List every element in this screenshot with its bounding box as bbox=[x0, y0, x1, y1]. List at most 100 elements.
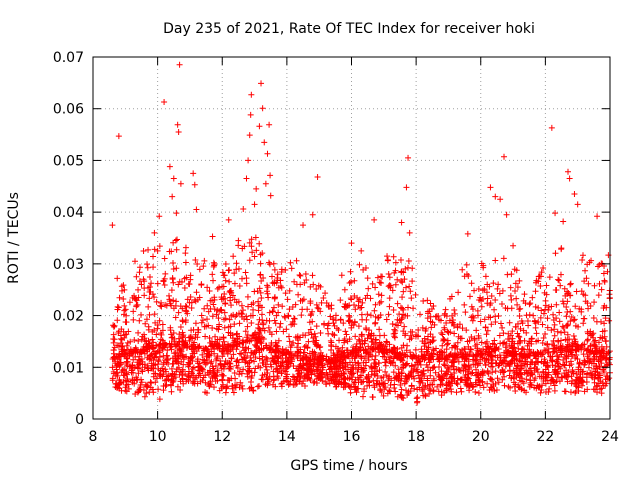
data-point bbox=[176, 346, 183, 353]
data-point bbox=[378, 298, 385, 305]
data-point bbox=[485, 314, 492, 321]
data-point bbox=[236, 350, 243, 357]
data-point bbox=[604, 268, 611, 275]
data-point bbox=[138, 376, 145, 383]
data-point bbox=[141, 350, 148, 357]
data-point bbox=[599, 328, 606, 335]
data-point bbox=[391, 334, 398, 341]
data-point bbox=[451, 353, 458, 360]
data-point bbox=[466, 337, 473, 344]
data-point bbox=[209, 233, 216, 240]
data-point bbox=[572, 322, 579, 329]
data-point bbox=[117, 332, 124, 339]
data-point bbox=[599, 355, 606, 362]
data-point bbox=[392, 281, 399, 288]
data-point bbox=[317, 330, 324, 337]
data-point bbox=[594, 213, 601, 220]
data-point bbox=[574, 345, 581, 352]
data-point bbox=[222, 261, 229, 268]
data-point bbox=[252, 354, 259, 361]
data-point bbox=[413, 395, 420, 402]
data-point bbox=[250, 387, 257, 394]
data-point bbox=[508, 357, 515, 364]
data-point bbox=[265, 324, 272, 331]
data-point bbox=[383, 356, 390, 363]
data-point bbox=[249, 249, 256, 256]
data-point bbox=[554, 371, 561, 378]
data-point bbox=[301, 383, 308, 390]
data-point bbox=[601, 320, 608, 327]
data-point bbox=[168, 287, 175, 294]
x-axis-label: GPS time / hours bbox=[290, 458, 407, 474]
data-point bbox=[258, 80, 265, 87]
data-point bbox=[430, 364, 437, 371]
data-point bbox=[602, 315, 609, 322]
data-point bbox=[170, 297, 177, 304]
data-point bbox=[445, 379, 452, 386]
data-point bbox=[192, 257, 199, 264]
data-point bbox=[120, 372, 127, 379]
data-point bbox=[165, 376, 172, 383]
data-point bbox=[114, 356, 121, 363]
data-point bbox=[163, 368, 170, 375]
data-point bbox=[239, 385, 246, 392]
data-point bbox=[432, 313, 439, 320]
data-point bbox=[141, 331, 148, 338]
data-point bbox=[138, 379, 145, 386]
data-point bbox=[146, 273, 153, 280]
data-point bbox=[477, 371, 484, 378]
data-point bbox=[186, 299, 193, 306]
data-point bbox=[372, 346, 379, 353]
data-point bbox=[555, 363, 562, 370]
data-point bbox=[313, 286, 320, 293]
data-point bbox=[587, 342, 594, 349]
data-point bbox=[376, 326, 383, 333]
data-point bbox=[556, 277, 563, 284]
data-point bbox=[347, 278, 354, 285]
data-point bbox=[506, 335, 513, 342]
data-point bbox=[226, 266, 233, 273]
data-point bbox=[385, 270, 392, 277]
data-point bbox=[368, 335, 375, 342]
data-point bbox=[376, 300, 383, 307]
data-point bbox=[286, 287, 293, 294]
data-point bbox=[471, 336, 478, 343]
data-point bbox=[449, 344, 456, 351]
data-point bbox=[507, 367, 514, 374]
data-point bbox=[136, 278, 143, 285]
data-point bbox=[417, 311, 424, 318]
data-point bbox=[553, 301, 560, 308]
data-point bbox=[187, 272, 194, 279]
data-point bbox=[363, 316, 370, 323]
data-point bbox=[570, 317, 577, 324]
data-point bbox=[244, 323, 251, 330]
data-point bbox=[150, 339, 157, 346]
data-point bbox=[267, 172, 274, 179]
data-point bbox=[537, 314, 544, 321]
data-point bbox=[230, 389, 237, 396]
data-point bbox=[246, 367, 253, 374]
data-point bbox=[282, 314, 289, 321]
data-point bbox=[202, 361, 209, 368]
data-point bbox=[428, 352, 435, 359]
data-point bbox=[527, 377, 534, 384]
data-point bbox=[452, 343, 459, 350]
data-point bbox=[481, 316, 488, 323]
data-point bbox=[447, 386, 454, 393]
data-point bbox=[256, 302, 263, 309]
data-point bbox=[255, 332, 262, 339]
data-point bbox=[338, 372, 345, 379]
data-point bbox=[269, 381, 276, 388]
data-point bbox=[371, 216, 378, 223]
data-point bbox=[383, 316, 390, 323]
data-point bbox=[154, 325, 161, 332]
data-point bbox=[205, 351, 212, 358]
data-point bbox=[252, 234, 259, 241]
data-point bbox=[235, 265, 242, 272]
data-point bbox=[496, 332, 503, 339]
data-point bbox=[158, 331, 165, 338]
data-point bbox=[465, 343, 472, 350]
data-point bbox=[112, 360, 119, 367]
data-point bbox=[168, 248, 175, 255]
data-point bbox=[273, 342, 280, 349]
